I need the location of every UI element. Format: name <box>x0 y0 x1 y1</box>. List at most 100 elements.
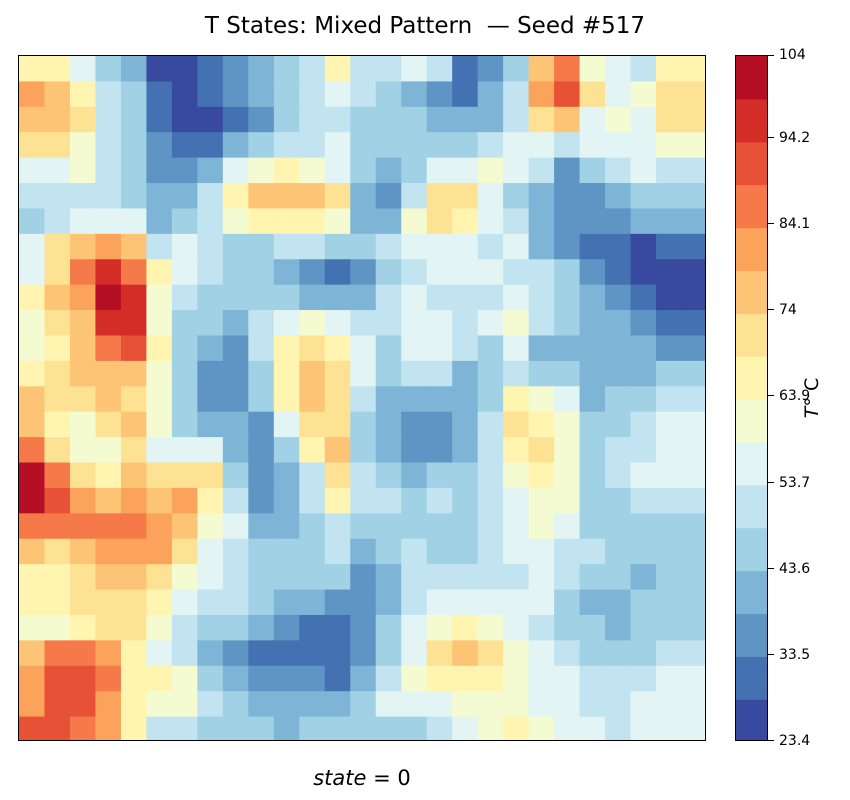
heatmap-cell <box>579 386 606 413</box>
heatmap-cell <box>630 513 657 540</box>
heatmap-cell <box>528 462 555 489</box>
heatmap-cell <box>554 487 581 514</box>
heatmap-cell <box>171 513 198 540</box>
heatmap-cell <box>273 106 300 133</box>
heatmap-cell <box>605 691 632 718</box>
heatmap-cell <box>630 81 657 108</box>
heatmap-cell <box>273 614 300 641</box>
heatmap-cell <box>120 462 148 489</box>
heatmap-cell <box>120 233 148 260</box>
heatmap-cell <box>146 538 173 565</box>
heatmap-cell <box>350 589 377 616</box>
heatmap-cell <box>324 335 351 362</box>
heatmap-cell <box>426 386 453 413</box>
heatmap-cell <box>95 360 122 387</box>
heatmap-cell <box>554 106 581 133</box>
heatmap-cell <box>19 564 46 591</box>
heatmap-cell <box>503 157 530 184</box>
heatmap-cell <box>69 462 97 489</box>
heatmap-cell <box>19 360 46 387</box>
heatmap-cell <box>528 564 555 591</box>
heatmap-cell <box>146 487 173 514</box>
heatmap-cell <box>426 157 453 184</box>
heatmap-cell <box>656 437 683 464</box>
heatmap-cell <box>452 665 479 692</box>
heatmap-cell <box>477 513 504 540</box>
heatmap-cell <box>222 335 249 362</box>
heatmap-cell <box>477 335 504 362</box>
heatmap-cell <box>528 411 555 438</box>
heatmap-cell <box>528 538 555 565</box>
heatmap-cell <box>222 208 249 235</box>
heatmap-cell <box>44 360 71 387</box>
heatmap-cell <box>554 157 581 184</box>
heatmap-cell <box>605 411 632 438</box>
heatmap-cell <box>452 437 479 464</box>
heatmap-cell <box>69 487 97 514</box>
heatmap-cell <box>19 335 46 362</box>
heatmap-cell <box>528 233 555 260</box>
heatmap-cell <box>401 208 428 235</box>
heatmap-cell <box>19 487 46 514</box>
heatmap-cell <box>95 538 122 565</box>
heatmap-cell <box>401 310 428 337</box>
heatmap-cell <box>554 183 581 210</box>
heatmap-cell <box>120 589 148 616</box>
heatmap-cell <box>503 716 530 740</box>
heatmap-cell <box>528 259 555 286</box>
heatmap-cell <box>426 259 453 286</box>
heatmap-cell <box>452 564 479 591</box>
heatmap-cell <box>146 665 173 692</box>
heatmap-cell <box>222 437 249 464</box>
heatmap-cell <box>324 157 351 184</box>
heatmap-cell <box>554 233 581 260</box>
heatmap-cell <box>452 335 479 362</box>
heatmap-cell <box>222 538 249 565</box>
heatmap-cell <box>350 56 377 83</box>
heatmap-cell <box>120 513 148 540</box>
heatmap-cell <box>681 411 705 438</box>
heatmap-cell <box>44 564 71 591</box>
heatmap-cell <box>324 640 351 667</box>
heatmap-cell <box>299 462 326 489</box>
heatmap-cell <box>477 589 504 616</box>
heatmap-cell <box>44 56 71 83</box>
heatmap-cell <box>197 106 224 133</box>
heatmap-cell <box>146 589 173 616</box>
heatmap-cell <box>452 157 479 184</box>
heatmap-cell <box>401 335 428 362</box>
heatmap-cell <box>375 259 402 286</box>
heatmap-cell <box>324 716 351 740</box>
heatmap-cell <box>19 437 46 464</box>
heatmap-cell <box>69 360 97 387</box>
heatmap-cell <box>197 233 224 260</box>
heatmap-cell <box>120 81 148 108</box>
heatmap-cell <box>146 513 173 540</box>
heatmap-cell <box>605 665 632 692</box>
heatmap-cell <box>146 157 173 184</box>
heatmap-cell <box>248 691 275 718</box>
heatmap-cell <box>477 132 504 159</box>
heatmap-cell <box>554 411 581 438</box>
heatmap-cell <box>95 208 122 235</box>
heatmap-cell <box>554 81 581 108</box>
heatmap-cell <box>579 640 606 667</box>
heatmap-cell <box>681 589 705 616</box>
heatmap-cell <box>19 310 46 337</box>
heatmap-cell <box>503 284 530 311</box>
heatmap-cell <box>350 462 377 489</box>
heatmap-cell <box>44 411 71 438</box>
heatmap-cell <box>605 614 632 641</box>
heatmap-cell <box>681 106 705 133</box>
colorbar-segment <box>736 399 767 443</box>
heatmap-cell <box>579 360 606 387</box>
heatmap-cell <box>248 233 275 260</box>
heatmap-cell <box>452 462 479 489</box>
heatmap-cell <box>426 538 453 565</box>
heatmap-cell <box>656 665 683 692</box>
heatmap-cell <box>452 487 479 514</box>
heatmap-cell <box>681 208 705 235</box>
heatmap-cell <box>222 386 249 413</box>
heatmap-cell <box>222 56 249 83</box>
heatmap-cell <box>477 56 504 83</box>
